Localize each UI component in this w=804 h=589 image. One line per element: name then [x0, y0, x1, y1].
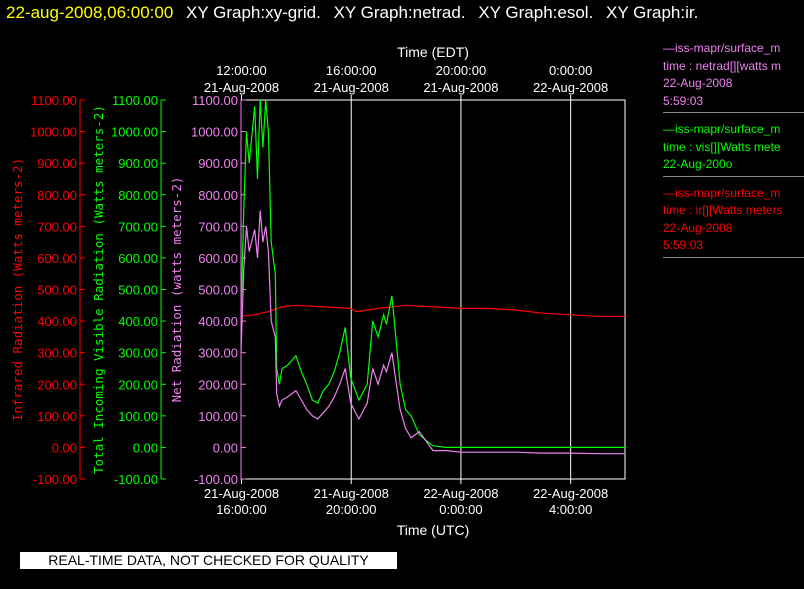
y-tick-label: 300.00: [198, 346, 238, 361]
y-tick-label: 0.00: [52, 440, 77, 455]
legend-source: —iss-mapr/surface_m: [663, 185, 781, 200]
y-tick-label: 800.00: [37, 188, 77, 203]
graph-title-xy-grid[interactable]: XY Graph:xy-grid.: [186, 3, 321, 22]
y-axis-label: Net Radiation (watts meters-2): [169, 177, 184, 403]
x-tick-label-date: 21-Aug-2008: [204, 486, 279, 501]
y-tick-label: 700.00: [198, 219, 238, 234]
legend-time: 5:59:03: [663, 238, 704, 252]
y-tick-label: 1000.00: [111, 125, 158, 140]
y-tick-label: 600.00: [198, 251, 238, 266]
y-tick-label: 100.00: [198, 409, 238, 424]
plot-frame: [240, 99, 626, 480]
y-tick-label: 100.00: [118, 409, 158, 424]
top-tick-label-time: 16:00:00: [326, 63, 377, 78]
y-tick-label: 900.00: [118, 156, 158, 171]
y-tick-label: -100.00: [114, 472, 158, 487]
series-line-ir: [241, 304, 625, 317]
legend-entry-ir[interactable]: —iss-mapr/surface_m time : ir[][Watts me…: [663, 185, 804, 258]
top-tick-label-time: 0:00:00: [549, 63, 592, 78]
legend-source: —iss-mapr/surface_m: [663, 41, 781, 55]
header: 22-aug-2008,06:00:00 XY Graph:xy-grid. X…: [6, 3, 698, 23]
x-tick-label-time: 20:00:00: [326, 502, 377, 517]
legend-source: —iss-mapr/surface_m: [663, 122, 781, 136]
x-tick-label-time: 4:00:00: [549, 502, 592, 517]
legend-var: time : ir[][Watts meters: [663, 203, 783, 217]
y-tick-label: 500.00: [37, 283, 77, 298]
legend-entry-netrad[interactable]: —iss-mapr/surface_m time : netrad[][watt…: [663, 40, 804, 113]
y-tick-label: 400.00: [37, 314, 77, 329]
y-tick-label: 900.00: [37, 156, 77, 171]
legend-time: 5:59:03: [663, 93, 704, 108]
series-line-vis: [241, 99, 625, 448]
y-tick-label: 700.00: [37, 219, 77, 234]
graph-title-esol[interactable]: XY Graph:esol.: [478, 3, 594, 22]
y-tick-label: 100.00: [37, 409, 77, 424]
y-tick-label: 400.00: [118, 314, 158, 329]
y-tick-label: 1100.00: [112, 93, 158, 108]
y-tick-label: 400.00: [198, 314, 238, 329]
legend: —iss-mapr/surface_m time : netrad[][watt…: [663, 40, 804, 266]
y-tick-label: 200.00: [37, 377, 77, 392]
y-tick-label: 500.00: [118, 283, 158, 298]
y-tick-label: 900.00: [198, 156, 238, 171]
x-tick-label-date: 22-Aug-2008: [533, 486, 608, 501]
legend-date: 22-Aug-2008: [663, 220, 733, 235]
top-tick-label-date: 21-Aug-2008: [423, 80, 498, 95]
legend-var: time : vis[][Watts mete: [663, 139, 781, 154]
quality-banner: REAL-TIME DATA, NOT CHECKED FOR QUALITY: [20, 552, 397, 569]
x-tick-label-date: 21-Aug-2008: [314, 486, 389, 501]
graph-title-netrad[interactable]: XY Graph:netrad.: [333, 3, 466, 22]
x-tick-label-date: 22-Aug-2008: [423, 486, 498, 501]
top-tick-label-date: 21-Aug-2008: [204, 80, 279, 95]
y-tick-label: 200.00: [198, 377, 238, 392]
y-tick-label: 500.00: [198, 283, 238, 298]
y-axis-label: Infrared Radiation (Watts meters-2): [10, 158, 25, 421]
top-axis-label: Time (EDT): [397, 44, 469, 60]
y-tick-label: 1000.00: [30, 125, 77, 140]
y-tick-label: 0.00: [133, 440, 158, 455]
y-tick-label: -100.00: [33, 472, 77, 487]
y-tick-label: 1100.00: [31, 93, 77, 108]
y-tick-label: 300.00: [118, 346, 158, 361]
y-tick-label: -100.00: [194, 472, 238, 487]
top-tick-label-date: 21-Aug-2008: [314, 80, 389, 95]
y-tick-label: 1100.00: [192, 93, 238, 108]
legend-var: time : netrad[][watts m: [663, 58, 782, 73]
top-tick-label-date: 22-Aug-2008: [533, 80, 608, 95]
y-tick-label: 800.00: [198, 188, 238, 203]
y-axis-label: Total Incoming Visible Radiation (Watts …: [91, 105, 106, 474]
legend-entry-vis[interactable]: —iss-mapr/surface_m time : vis[][Watts m…: [663, 121, 804, 177]
x-tick-label-time: 0:00:00: [439, 502, 482, 517]
graph-title-ir[interactable]: XY Graph:ir.: [606, 3, 699, 22]
x-tick-label-time: 16:00:00: [216, 502, 267, 517]
legend-date: 22-Aug-2008: [663, 76, 733, 90]
top-tick-label-time: 20:00:00: [436, 63, 487, 78]
y-tick-label: 800.00: [118, 188, 158, 203]
bottom-axis-label: Time (UTC): [397, 522, 470, 538]
y-tick-label: 600.00: [118, 251, 158, 266]
y-tick-label: 600.00: [37, 251, 77, 266]
y-tick-label: 0.00: [213, 440, 238, 455]
series-line-netrad: [241, 210, 625, 455]
y-tick-label: 700.00: [118, 219, 158, 234]
y-tick-label: 1000.00: [191, 125, 238, 140]
y-tick-label: 300.00: [37, 346, 77, 361]
y-tick-label: 200.00: [118, 377, 158, 392]
legend-date: 22-Aug-200o: [663, 157, 733, 171]
header-datetime: 22-aug-2008,06:00:00: [6, 3, 174, 22]
top-tick-label-time: 12:00:00: [216, 63, 267, 78]
